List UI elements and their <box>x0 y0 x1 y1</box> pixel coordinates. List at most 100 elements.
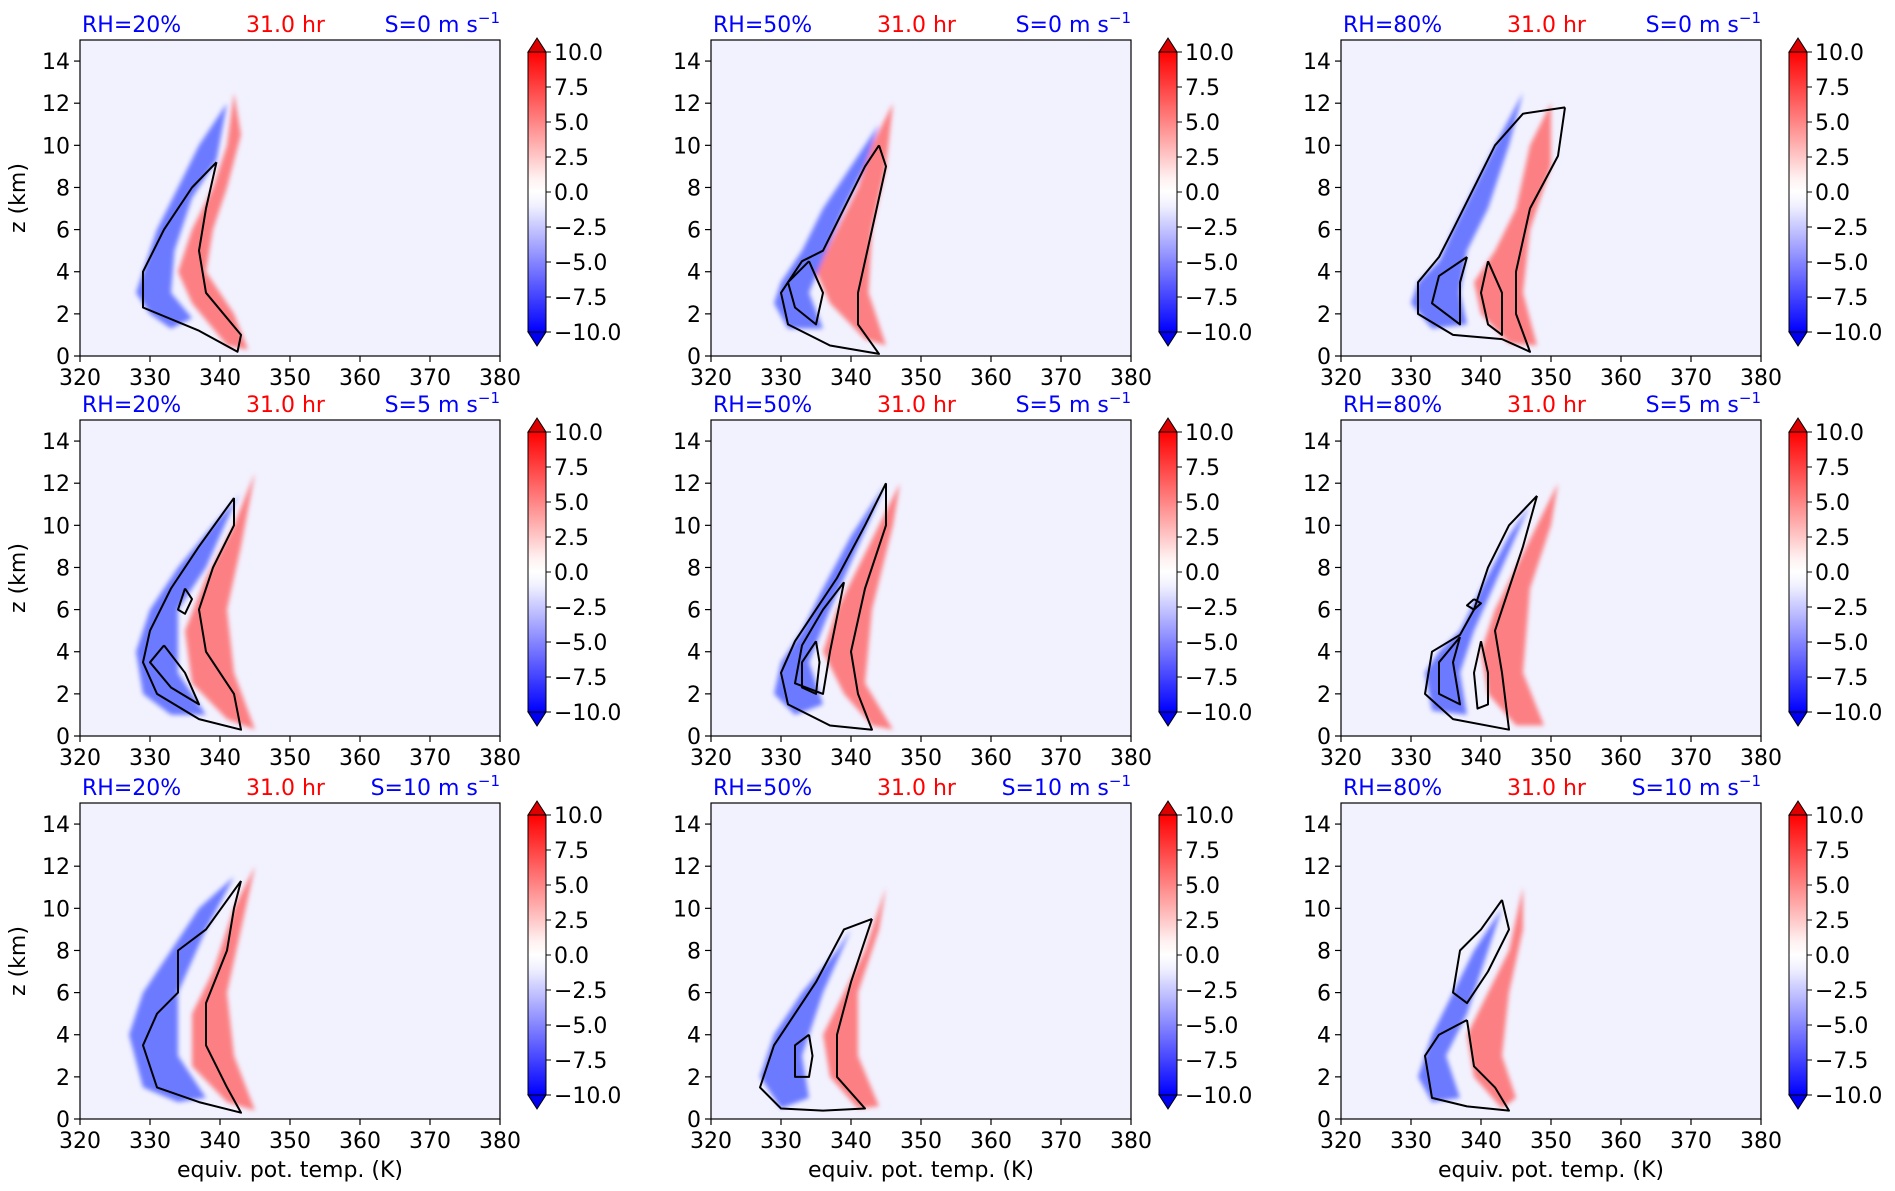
x-tick-label: 360 <box>970 366 1012 391</box>
colorbar-extend-min <box>1788 711 1808 727</box>
negative-anomaly-region <box>1411 92 1523 329</box>
colorbar-extend-max <box>1158 417 1178 433</box>
colorbar-tick-label: −10.0 <box>1815 321 1882 346</box>
time-label: 31.0 hr <box>877 776 957 801</box>
x-tick-label: 360 <box>970 746 1012 771</box>
colorbar-bar <box>527 431 547 713</box>
x-tick-label: 320 <box>59 366 101 391</box>
time-label: 31.0 hr <box>1507 13 1587 38</box>
colorbar-tick-label: −10.0 <box>1815 701 1882 726</box>
contour-line <box>1438 636 1461 706</box>
colorbar-tick-label: 10.0 <box>1815 421 1864 446</box>
x-tick-label: 380 <box>1740 746 1782 771</box>
y-tick-label: 0 <box>1317 725 1331 750</box>
anomaly-fill-group <box>1411 92 1551 346</box>
y-tick-label: 10 <box>1303 897 1331 922</box>
y-tick-label: 8 <box>1317 939 1331 964</box>
colorbar-tick-label: 0.0 <box>1815 561 1850 586</box>
contour-line <box>780 144 887 355</box>
shear-label: S=10 m s−1 <box>1002 772 1131 801</box>
anomaly-fill-group <box>774 103 893 346</box>
contour-line <box>1431 256 1468 326</box>
x-tick-label: 340 <box>199 746 241 771</box>
x-tick-label: 340 <box>830 1129 872 1154</box>
y-tick-label: 12 <box>673 92 701 117</box>
colorbar: 10.0 7.5 5.0 2.5 0.0 −2.5 −5.0 −7.5 −10.0 <box>1788 800 1882 1110</box>
colorbar-tick-label: −5.0 <box>1815 631 1868 656</box>
x-tick-label: 340 <box>1460 746 1502 771</box>
time-label: 31.0 hr <box>246 776 326 801</box>
x-tick-label: 380 <box>1740 1129 1782 1154</box>
colorbar: 10.0 7.5 5.0 2.5 0.0 −2.5 −5.0 −7.5 −10.0 <box>1788 417 1882 727</box>
x-tick-label: 370 <box>1040 746 1082 771</box>
y-tick-label: 10 <box>42 134 70 159</box>
time-label: 31.0 hr <box>1507 393 1587 418</box>
y-tick-label: 10 <box>673 514 701 539</box>
colorbar-tick-label: −10.0 <box>1815 1084 1882 1109</box>
colorbar-tick-label: 7.5 <box>1185 839 1220 864</box>
x-tick-label: 330 <box>760 746 802 771</box>
x-tick-label: 320 <box>690 746 732 771</box>
colorbar-tick-label: 10.0 <box>1815 804 1864 829</box>
y-tick-label: 6 <box>56 982 70 1007</box>
panel-6: 320 330 340 350 360 370 380 0 2 4 6 8 10 12 14 RH=80% 31… <box>1303 389 1882 771</box>
x-tick-label: 360 <box>1600 366 1642 391</box>
colorbar-tick-label: −10.0 <box>554 1084 621 1109</box>
panel-9: 320 330 340 350 360 370 380 0 2 4 6 8 10 12 14 RH=80% 31… <box>1303 772 1882 1183</box>
rh-label: RH=50% <box>713 776 812 801</box>
x-tick-label: 370 <box>409 746 451 771</box>
negative-anomaly-region <box>129 876 234 1103</box>
y-tick-label: 12 <box>1303 92 1331 117</box>
colorbar-extend-max <box>527 37 547 53</box>
contour-line <box>787 260 824 326</box>
y-tick-label: 6 <box>56 599 70 624</box>
x-tick-label: 370 <box>1670 366 1712 391</box>
y-tick-label: 2 <box>1317 683 1331 708</box>
x-tick-label: 350 <box>900 746 942 771</box>
contour-line <box>1466 598 1482 611</box>
colorbar-bar <box>1158 431 1178 713</box>
colorbar-bar <box>527 51 547 333</box>
time-label: 31.0 hr <box>1507 776 1587 801</box>
contour-line <box>142 497 242 731</box>
y-tick-label: 4 <box>56 261 70 286</box>
y-tick-label: 2 <box>1317 1066 1331 1091</box>
y-tick-label: 8 <box>56 556 70 581</box>
colorbar-tick-label: 2.5 <box>554 526 589 551</box>
colorbar-tick-label: 5.0 <box>554 491 589 516</box>
colorbar-tick-label: 2.5 <box>1185 526 1220 551</box>
contour-line <box>759 917 873 1112</box>
shear-label: S=0 m s−1 <box>385 9 500 38</box>
rh-label: RH=20% <box>82 776 181 801</box>
colorbar: 10.0 7.5 5.0 2.5 0.0 −2.5 −5.0 −7.5 −10.0 <box>1788 37 1882 347</box>
rh-label: RH=80% <box>1343 776 1442 801</box>
colorbar-tick-label: 10.0 <box>1815 41 1864 66</box>
y-tick-label: 6 <box>687 219 701 244</box>
contour-line <box>1417 106 1566 353</box>
y-tick-label: 14 <box>673 813 701 838</box>
x-tick-label: 330 <box>1390 1129 1432 1154</box>
colorbar-bar <box>1158 51 1178 333</box>
colorbar-tick-label: 0.0 <box>1185 561 1220 586</box>
panel-4: 320 330 340 350 360 370 380 0 2 4 6 8 10 12 14 RH=20% 31… <box>6 389 621 771</box>
colorbar-tick-label: 0.0 <box>554 561 589 586</box>
colorbar-tick-label: −10.0 <box>554 321 621 346</box>
x-tick-label: 360 <box>970 1129 1012 1154</box>
colorbar-extend-min <box>527 331 547 347</box>
colorbar-tick-label: −7.5 <box>1185 1049 1238 1074</box>
colorbar-bar <box>1158 814 1178 1096</box>
colorbar-tick-label: 10.0 <box>1185 804 1234 829</box>
y-tick-label: 14 <box>42 430 70 455</box>
colorbar-tick-label: −2.5 <box>1185 596 1238 621</box>
shear-label: S=10 m s−1 <box>1632 772 1761 801</box>
x-tick-label: 350 <box>269 366 311 391</box>
time-label: 31.0 hr <box>877 13 957 38</box>
x-tick-label: 330 <box>760 1129 802 1154</box>
x-tick-label: 350 <box>1530 1129 1572 1154</box>
plot-area <box>80 40 500 356</box>
colorbar-bar <box>1788 431 1808 713</box>
x-tick-label: 340 <box>830 746 872 771</box>
contour-line <box>801 640 821 695</box>
colorbar-extend-min <box>1158 1094 1178 1110</box>
